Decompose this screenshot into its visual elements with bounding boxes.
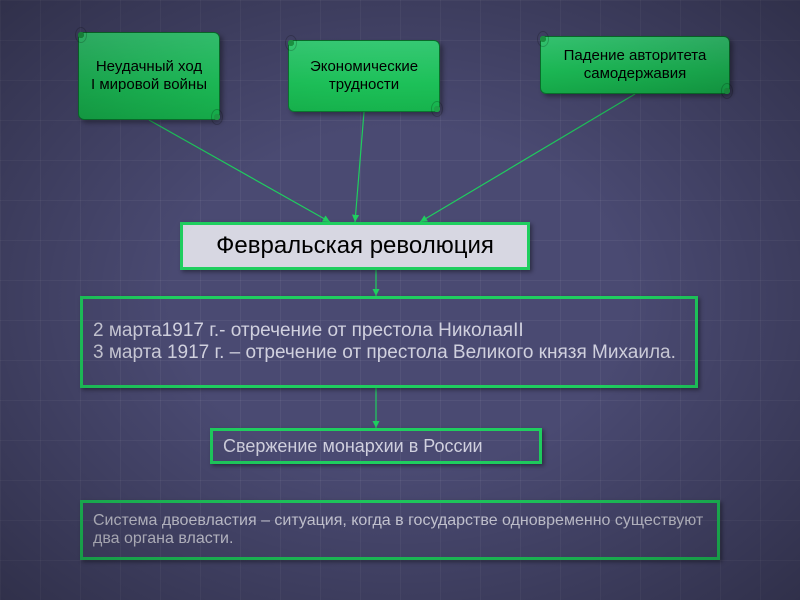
scroll-curl-icon bbox=[285, 35, 297, 51]
scroll-curl-icon bbox=[211, 109, 223, 125]
scroll-curl-icon bbox=[75, 27, 87, 43]
scroll-curl-icon bbox=[431, 101, 443, 117]
flow-line bbox=[149, 120, 330, 222]
center-title: Февральская революция bbox=[180, 222, 530, 270]
cause-label: Неудачный ход I мировой войны bbox=[91, 58, 207, 94]
cause-label: Экономические трудности bbox=[295, 58, 433, 94]
abdication-box: 2 марта1917 г.- отречение от престола Ни… bbox=[80, 296, 698, 388]
overthrow-box: Свержение монархии в России bbox=[210, 428, 542, 464]
flow-line bbox=[420, 94, 635, 222]
abdication-box-label: 2 марта1917 г.- отречение от престола Ни… bbox=[93, 320, 676, 364]
cause-label: Падение авторитета самодержавия bbox=[547, 47, 723, 83]
cause-box-1: Экономические трудности bbox=[288, 40, 440, 112]
overthrow-box-label: Свержение монархии в России bbox=[223, 436, 483, 457]
scroll-curl-icon bbox=[721, 83, 733, 99]
dvoevlastie-box-label: Система двоевластия – ситуация, когда в … bbox=[93, 512, 707, 548]
cause-box-2: Падение авторитета самодержавия bbox=[540, 36, 730, 94]
center-title-text: Февральская революция bbox=[216, 232, 494, 260]
scroll-curl-icon bbox=[537, 31, 549, 47]
cause-box-0: Неудачный ход I мировой войны bbox=[78, 32, 220, 120]
flow-line bbox=[355, 112, 364, 222]
dvoevlastie-box: Система двоевластия – ситуация, когда в … bbox=[80, 500, 720, 560]
